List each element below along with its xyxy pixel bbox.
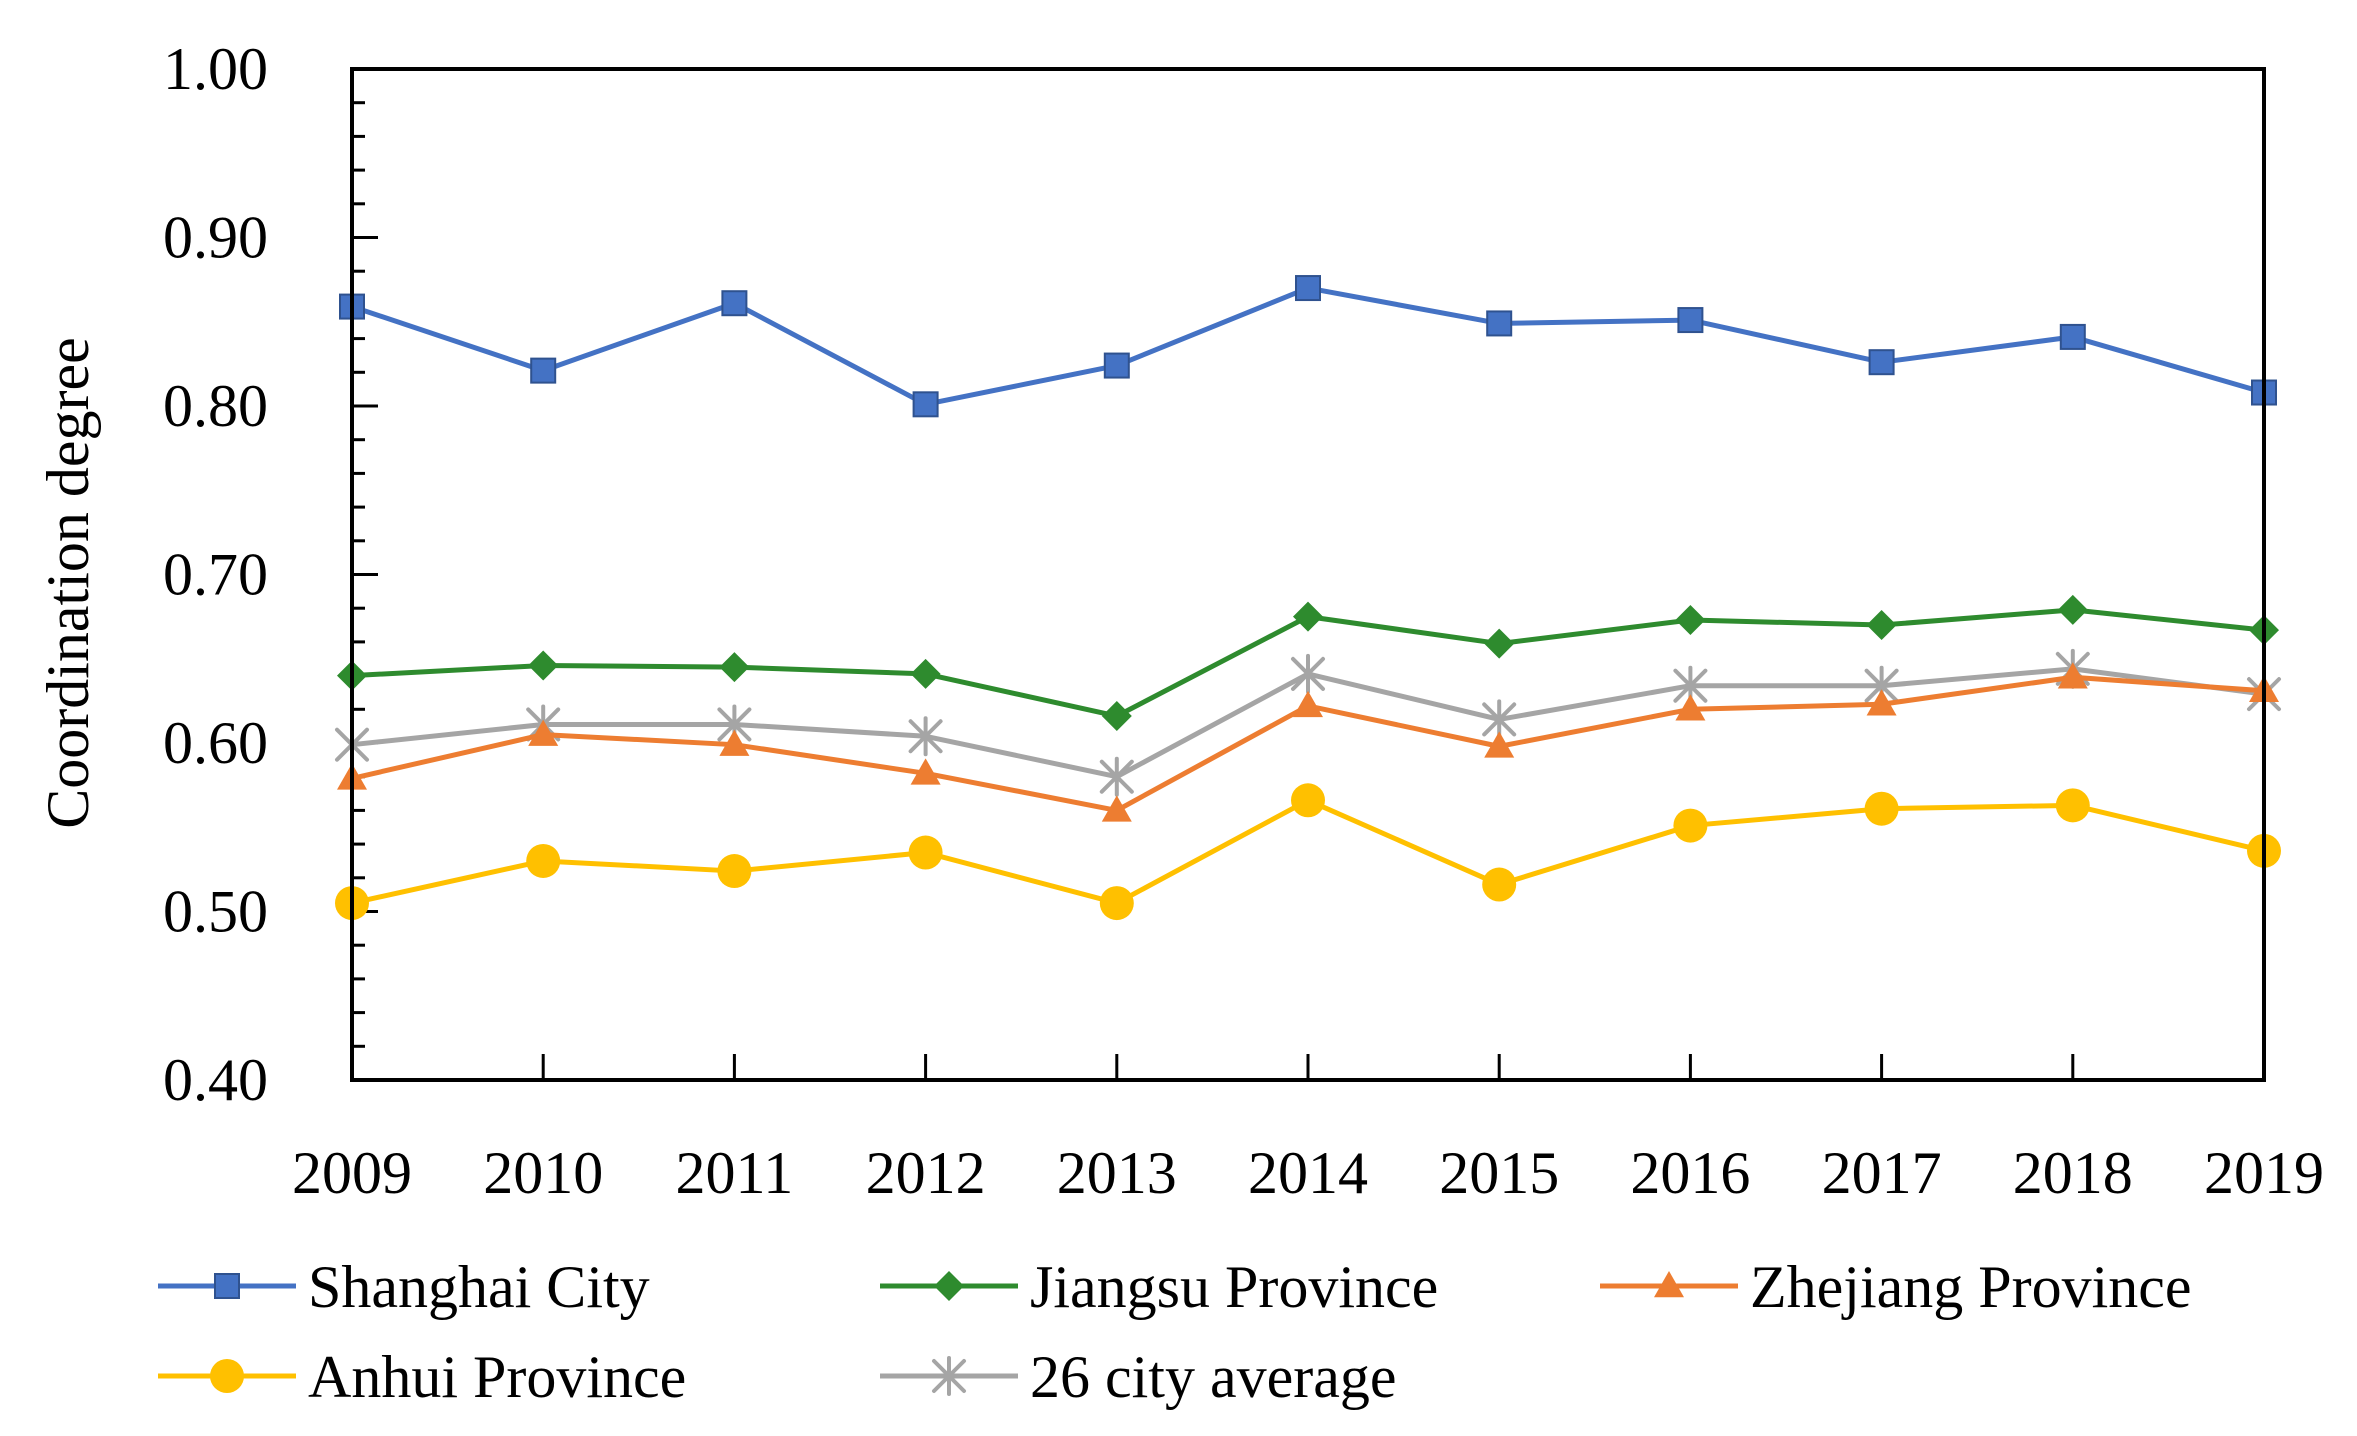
data-point-jiangsu-province xyxy=(528,650,559,681)
data-point-jiangsu-province xyxy=(1101,701,1132,732)
data-point-shanghai-city xyxy=(912,391,939,418)
x-tick-label: 2014 xyxy=(1248,1140,1368,1206)
data-point-shanghai-city xyxy=(721,290,748,317)
data-point-anhui-province xyxy=(1099,886,1134,921)
data-point-shanghai-city xyxy=(1486,310,1513,337)
legend-item-shanghai-city: Shanghai City xyxy=(158,1254,650,1320)
data-point-jiangsu-province xyxy=(1675,604,1706,635)
data-point-anhui-province xyxy=(717,854,752,889)
y-tick-label: 0.90 xyxy=(163,205,268,271)
data-point-26-city-average xyxy=(908,716,943,757)
legend-label: Zhejiang Province xyxy=(1750,1254,2192,1320)
data-point-zhejiang-province xyxy=(1675,694,1706,721)
x-tick-label: 2009 xyxy=(292,1140,412,1206)
series-anhui-province xyxy=(335,783,2281,921)
x-tick-label: 2012 xyxy=(866,1140,986,1206)
data-point-anhui-province xyxy=(526,843,561,878)
data-point-shanghai-city xyxy=(2059,323,2086,350)
ticks-group: 0.40 0.50 0.60 0.70 0.80 0.90 1.00 2009 2010 2011… xyxy=(163,36,2324,1206)
x-tick-label: 2010 xyxy=(483,1140,603,1206)
data-point-anhui-province xyxy=(1673,808,1708,843)
series-shanghai-city xyxy=(339,275,2277,418)
data-point-shanghai-city xyxy=(1295,275,1321,302)
plot-area-frame xyxy=(350,67,2266,1082)
legend-swatch-marker xyxy=(932,1356,966,1396)
x-tick-label: 2018 xyxy=(2013,1140,2133,1206)
legend-swatch-marker xyxy=(1654,1271,1684,1298)
data-point-anhui-province xyxy=(2055,788,2090,823)
data-point-shanghai-city xyxy=(1103,352,1130,379)
y-axis-title-group: Coordination degree xyxy=(35,337,101,829)
series-group xyxy=(335,275,2281,921)
x-tick-label: 2016 xyxy=(1630,1140,1750,1206)
data-point-zhejiang-province xyxy=(2057,662,2088,689)
y-tick-label: 0.70 xyxy=(163,542,268,608)
series-zhejiang-province xyxy=(337,662,2279,822)
y-tick-label: 0.60 xyxy=(163,710,268,776)
series-line-shanghai-city xyxy=(351,285,2265,407)
data-point-shanghai-city xyxy=(1868,349,1895,376)
data-point-zhejiang-province xyxy=(1866,689,1897,716)
data-point-zhejiang-province xyxy=(1101,795,1132,822)
data-point-anhui-province xyxy=(1482,867,1517,902)
legend-swatch-marker xyxy=(934,1271,964,1301)
data-point-zhejiang-province xyxy=(719,729,750,756)
data-point-jiangsu-province xyxy=(1293,601,1323,632)
legend-item-26-city-average: 26 city average xyxy=(880,1344,1396,1410)
legend-item-zhejiang-province: Zhejiang Province xyxy=(1600,1254,2192,1320)
y-axis-title: Coordination degree xyxy=(35,337,101,829)
legend-label: Shanghai City xyxy=(308,1254,650,1320)
series-jiangsu-province xyxy=(337,594,2279,732)
data-point-shanghai-city xyxy=(530,357,557,384)
y-tick-label: 1.00 xyxy=(163,36,268,102)
legend: Shanghai City Jiangsu Province Zhejiang Pr… xyxy=(158,1254,2192,1410)
data-point-zhejiang-province xyxy=(910,758,941,785)
data-point-jiangsu-province xyxy=(719,652,750,683)
legend-item-jiangsu-province: Jiangsu Province xyxy=(880,1254,1438,1320)
x-tick-label: 2017 xyxy=(1822,1140,1942,1206)
data-point-anhui-province xyxy=(1291,783,1325,818)
data-point-anhui-province xyxy=(908,835,943,870)
data-point-jiangsu-province xyxy=(1866,610,1897,641)
data-point-anhui-province xyxy=(1864,791,1899,826)
data-point-26-city-average xyxy=(1291,653,1325,694)
series-26-city-average xyxy=(335,648,2281,797)
legend-swatch-marker xyxy=(210,1359,244,1393)
x-tick-label: 2015 xyxy=(1439,1140,1559,1206)
legend-label: Anhui Province xyxy=(308,1344,686,1410)
data-point-zhejiang-province xyxy=(528,719,559,746)
data-point-26-city-average xyxy=(1099,756,1134,797)
x-tick-label: 2011 xyxy=(676,1140,794,1206)
data-point-jiangsu-province xyxy=(1484,628,1515,659)
data-point-jiangsu-province xyxy=(2057,594,2088,625)
legend-swatch-marker xyxy=(214,1273,240,1299)
legend-item-anhui-province: Anhui Province xyxy=(158,1344,686,1410)
y-tick-label: 0.40 xyxy=(163,1047,268,1113)
data-point-jiangsu-province xyxy=(910,658,941,689)
x-tick-label: 2019 xyxy=(2204,1140,2324,1206)
y-tick-label: 0.50 xyxy=(163,879,268,945)
data-point-zhejiang-province xyxy=(1484,731,1515,758)
data-point-zhejiang-province xyxy=(1293,690,1323,718)
data-point-shanghai-city xyxy=(1677,307,1704,334)
y-tick-label: 0.80 xyxy=(163,373,268,439)
x-tick-label: 2013 xyxy=(1057,1140,1177,1206)
legend-label: Jiangsu Province xyxy=(1030,1254,1438,1320)
legend-label: 26 city average xyxy=(1030,1344,1396,1410)
